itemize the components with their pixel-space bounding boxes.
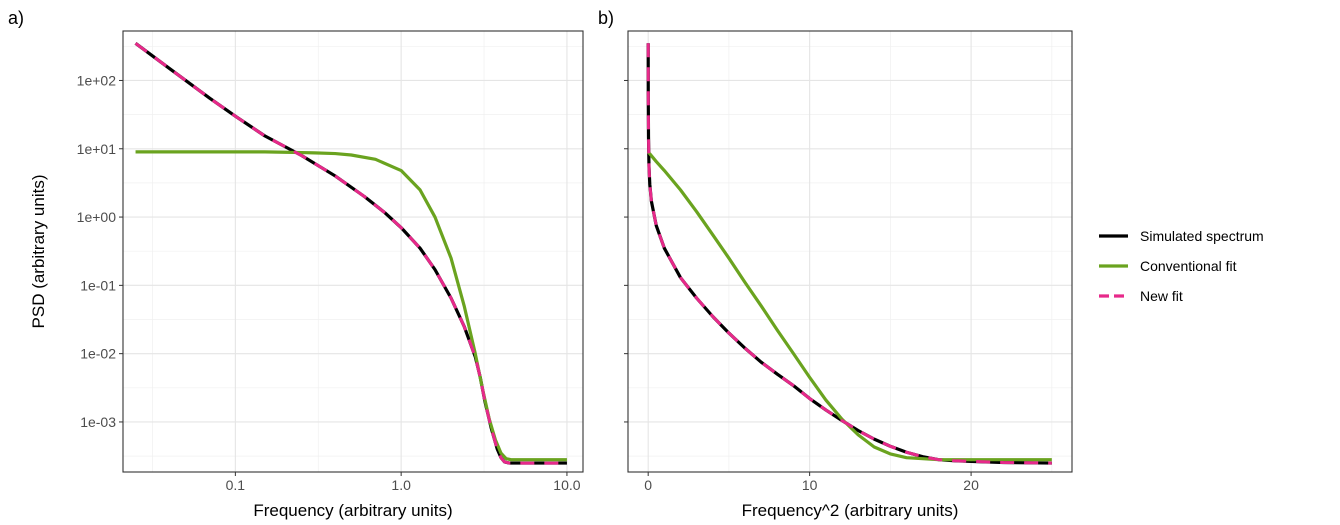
y-tick-label: 1e-01 [80,277,116,293]
series-line-conventional-fit [646,150,1052,462]
series-line-conventional-fit [135,150,567,462]
panel-tag: a) [8,8,24,28]
x-tick-label: 20 [963,477,979,493]
gridlines [123,31,583,472]
x-tick-label: 10.0 [553,477,580,493]
x-axis-title: Frequency (arbitrary units) [253,501,452,520]
panel-border [122,30,584,473]
x-tick-label: 1.0 [391,477,411,493]
legend: Simulated spectrum Conventional fit New fi… [1099,228,1264,304]
gridlines [628,31,1072,472]
x-tick-label: 0 [644,477,652,493]
y-tick-label: 1e+01 [77,141,117,157]
legend-label: Simulated spectrum [1140,228,1264,244]
y-tick-label: 1e+00 [77,209,117,225]
legend-label: New fit [1140,288,1183,304]
series-group [134,42,567,465]
y-tick-label: 1e-02 [80,346,116,362]
y-tick-label: 1e+02 [77,72,117,88]
x-axis-title: Frequency^2 (arbitrary units) [742,501,959,520]
panel-tag: b) [598,8,614,28]
y-tick-label: 1e-03 [80,414,116,430]
panel-border [627,30,1073,473]
x-tick-label: 10 [802,477,818,493]
legend-label: Conventional fit [1140,258,1237,274]
y-axis-title: PSD (arbitrary units) [29,175,48,329]
series-line-simulated-spectrum [134,42,567,465]
series-line-new-fit [646,43,1052,465]
series-line-simulated-spectrum [646,43,1052,465]
series-line-new-fit [134,42,567,465]
panel-a: 0.1 1.0 10.0 1e-03 1e-02 1e-01 1e+00 1e+01 1e+02… [8,8,584,520]
series-group [646,43,1052,465]
x-tick-label: 0.1 [226,477,246,493]
